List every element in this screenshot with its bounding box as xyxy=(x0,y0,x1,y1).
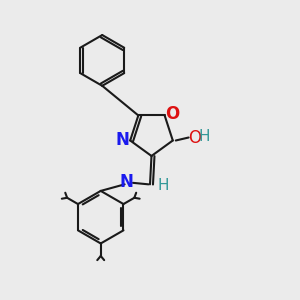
Text: N: N xyxy=(116,131,130,149)
Text: N: N xyxy=(119,173,133,191)
Text: H: H xyxy=(198,129,210,144)
Text: H: H xyxy=(158,178,169,193)
Text: O: O xyxy=(188,128,201,146)
Text: O: O xyxy=(165,105,179,123)
